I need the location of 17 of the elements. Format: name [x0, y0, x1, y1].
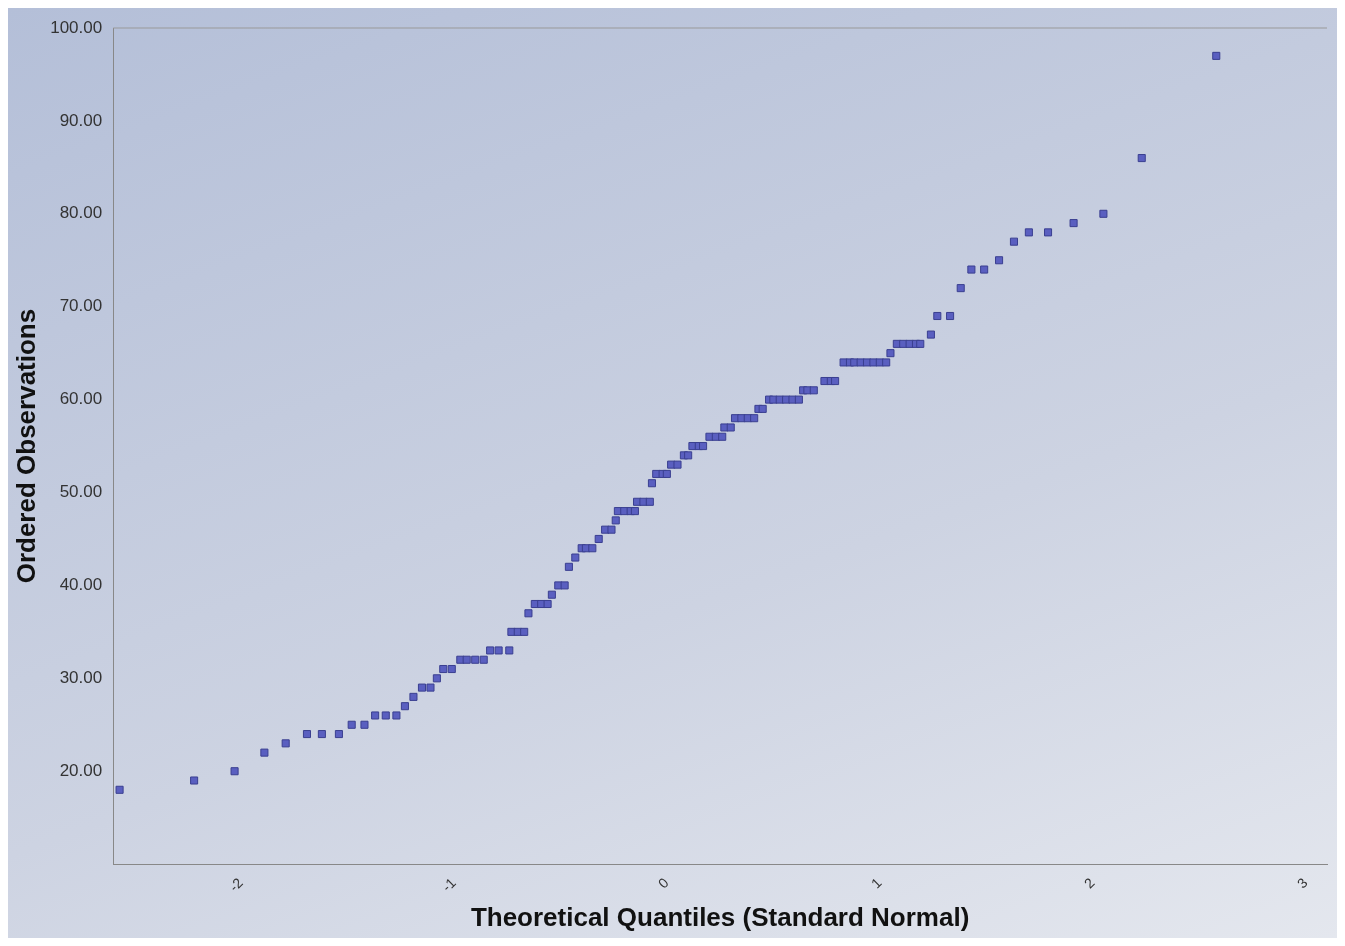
x-tick-label: 1 [867, 874, 885, 892]
y-tick-label: 30.00 [59, 668, 103, 687]
y-axis-title: Ordered Observations [10, 308, 41, 584]
y-tick-label: 90.00 [59, 110, 103, 130]
y-tick-label: 40.00 [59, 575, 103, 595]
y-tick-label: 70.00 [59, 296, 103, 316]
y-tick-label: 50.00 [59, 482, 103, 502]
y-tick-label: 20.00 [59, 760, 103, 780]
x-tick-label: -2 [225, 874, 246, 895]
y-tick-label: 80.00 [59, 203, 103, 223]
y-tick-label: 60.00 [59, 389, 103, 409]
y-tick-label: 100.00 [50, 17, 103, 37]
x-tick-label: 2 [1080, 874, 1098, 892]
x-tick-label: 3 [1293, 874, 1311, 892]
x-tick-label: -1 [438, 874, 459, 895]
x-axis-title: Theoretical Quantiles (Standard Normal) [470, 901, 970, 932]
x-tick-label: 0 [654, 874, 672, 892]
